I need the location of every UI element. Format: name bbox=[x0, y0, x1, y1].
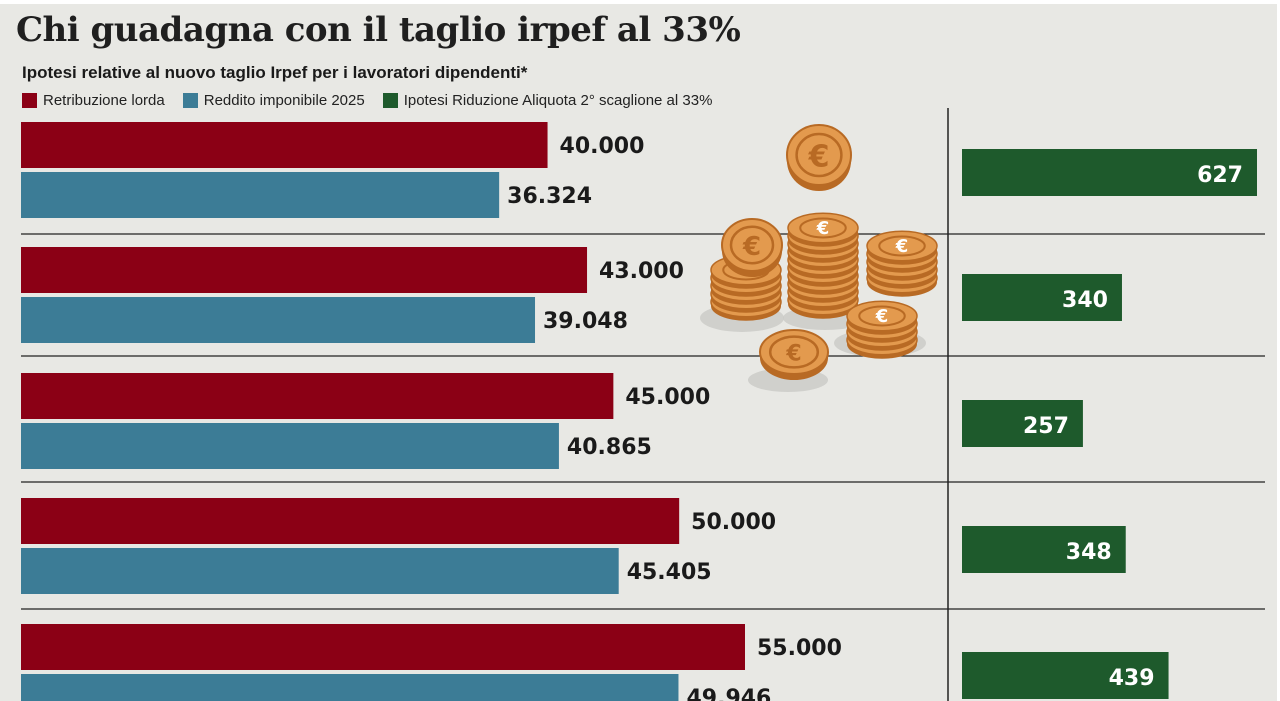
bar-value-label: 40.865 bbox=[567, 435, 652, 460]
bar-value-label: 45.000 bbox=[625, 385, 710, 410]
legend-label: Reddito imponibile 2025 bbox=[203, 91, 365, 109]
euro-coins-stack-icon: €€€€€€€ bbox=[700, 124, 938, 392]
bar-value-label: 627 bbox=[1197, 163, 1243, 188]
bar-value-label: 40.000 bbox=[560, 134, 645, 159]
legend-swatch bbox=[182, 92, 198, 108]
euro-icon: € bbox=[875, 306, 889, 327]
legend-swatch bbox=[22, 92, 37, 108]
legend-label: Retribuzione lorda bbox=[43, 91, 165, 109]
bar-reddito-imponibile bbox=[21, 172, 500, 218]
bar-reddito-imponibile bbox=[21, 297, 536, 343]
bar-value-label: 45.405 bbox=[627, 560, 712, 585]
bar-value-label: 439 bbox=[1109, 666, 1155, 691]
bar-retribuzione-lorda bbox=[21, 624, 745, 670]
legend-label: Ipotesi Riduzione Aliquota 2° scaglione … bbox=[403, 91, 713, 109]
bar-riduzione-aliquota bbox=[962, 652, 1169, 699]
coin-rim bbox=[795, 132, 843, 178]
bar-riduzione-aliquota bbox=[962, 149, 1257, 196]
top-frame-line bbox=[0, 0, 1280, 4]
bar-reddito-imponibile bbox=[21, 548, 619, 594]
bar-value-label: 257 bbox=[1023, 414, 1069, 439]
bar-retribuzione-lorda bbox=[21, 498, 680, 544]
legend-item-retribuzione: Retribuzione lorda bbox=[22, 92, 165, 109]
bar-value-label: 340 bbox=[1062, 288, 1108, 313]
chart-subtitle: Ipotesi relative al nuovo taglio Irpef p… bbox=[22, 63, 528, 82]
bar-value-label: 348 bbox=[1066, 540, 1112, 565]
bar-value-label: 55.000 bbox=[757, 636, 842, 661]
coin-rim bbox=[799, 217, 847, 239]
bar-retribuzione-lorda bbox=[21, 247, 588, 293]
row-separators bbox=[21, 108, 1265, 701]
coin-face bbox=[787, 212, 859, 244]
bar-retribuzione-lorda bbox=[21, 373, 614, 419]
euro-icon: € bbox=[816, 218, 830, 239]
bar-value-label: 50.000 bbox=[691, 510, 776, 535]
coin-rim bbox=[858, 305, 906, 327]
bar-reddito-imponibile bbox=[21, 674, 679, 701]
coin-rim bbox=[878, 235, 926, 257]
bar-riduzione-aliquota bbox=[962, 400, 1083, 447]
bar-riduzione-aliquota bbox=[962, 526, 1126, 573]
euro-icon: € bbox=[785, 341, 801, 366]
right-frame-line bbox=[1277, 0, 1280, 701]
bar-reddito-imponibile bbox=[21, 423, 559, 469]
bar-retribuzione-lorda bbox=[21, 122, 548, 168]
euro-icon: € bbox=[895, 236, 909, 257]
bar-value-label: 39.048 bbox=[543, 309, 628, 334]
bar-value-label: 49.946 bbox=[686, 686, 771, 701]
bars-group: 40.000 36.324 627 43.000 39.048 340 45.000 40.8… bbox=[21, 122, 1257, 701]
legend-item-imponibile: Reddito imponibile 2025 bbox=[182, 91, 365, 109]
euro-icon: € bbox=[742, 232, 761, 262]
coin-face bbox=[866, 230, 938, 262]
chart-title: Chi guadagna con il taglio irpef al 33% bbox=[16, 10, 741, 50]
legend-swatch bbox=[382, 92, 398, 108]
coin-face bbox=[846, 300, 918, 332]
legend: Retribuzione lorda Reddito imponibile 20… bbox=[22, 90, 730, 110]
coin-rim bbox=[768, 335, 820, 369]
bar-value-label: 36.324 bbox=[507, 184, 592, 209]
euro-icon: € bbox=[808, 139, 830, 174]
bar-riduzione-aliquota bbox=[962, 274, 1122, 321]
coin-rim bbox=[729, 225, 775, 265]
legend-item-riduzione: Ipotesi Riduzione Aliquota 2° scaglione … bbox=[382, 91, 713, 109]
bar-value-label: 43.000 bbox=[599, 259, 684, 284]
